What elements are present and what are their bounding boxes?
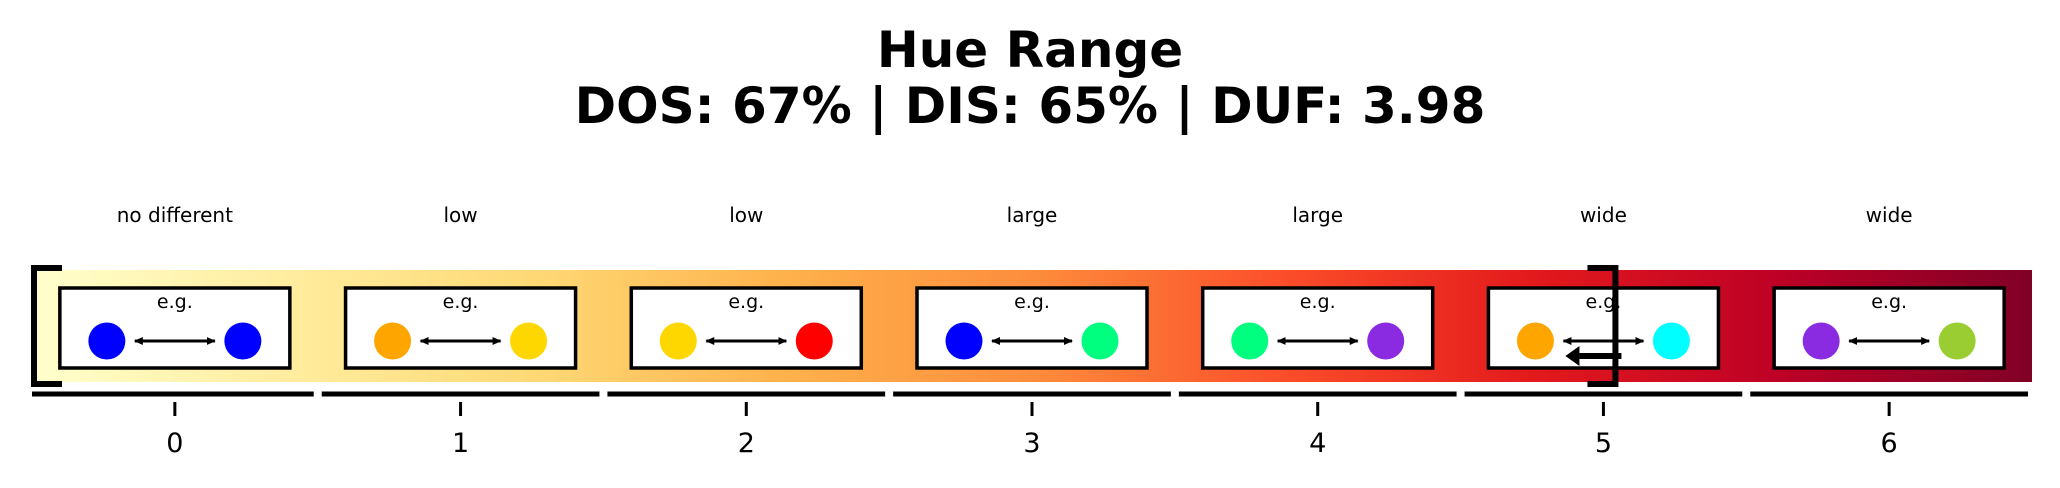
color-swatch-a bbox=[88, 322, 126, 360]
color-swatch-a bbox=[1231, 322, 1269, 360]
color-swatch-b bbox=[224, 322, 262, 360]
example-label: e.g. bbox=[157, 291, 193, 313]
level-label: large bbox=[1292, 203, 1343, 227]
color-swatch-a bbox=[945, 322, 983, 360]
example-label: e.g. bbox=[1871, 291, 1907, 313]
level-1: low e.g. 1 bbox=[321, 203, 600, 459]
example-label: e.g. bbox=[728, 291, 764, 313]
level-label: wide bbox=[1580, 203, 1627, 227]
level-2: low e.g. 2 bbox=[607, 203, 886, 459]
level-label: large bbox=[1007, 203, 1058, 227]
tick-label: 0 bbox=[166, 428, 183, 459]
tick-label: 2 bbox=[738, 428, 755, 459]
tick-label: 4 bbox=[1309, 428, 1326, 459]
level-0: no different e.g. 0 bbox=[32, 203, 314, 459]
range-bracket-right bbox=[1587, 265, 1619, 387]
example-label: e.g. bbox=[443, 291, 479, 313]
color-swatch-b bbox=[1081, 322, 1119, 360]
example-label: e.g. bbox=[1014, 291, 1050, 313]
color-swatch-a bbox=[1516, 322, 1554, 360]
color-swatch-a bbox=[659, 322, 697, 360]
color-swatch-b bbox=[1367, 322, 1405, 360]
level-label: wide bbox=[1866, 203, 1913, 227]
range-bracket-left bbox=[31, 265, 62, 387]
tick-label: 3 bbox=[1023, 428, 1040, 459]
level-4: large e.g. 4 bbox=[1178, 203, 1457, 459]
color-swatch-b bbox=[1938, 322, 1976, 360]
color-swatch-a bbox=[374, 322, 412, 360]
left-arrow-icon bbox=[1565, 346, 1580, 366]
chart-title: Hue Range bbox=[876, 21, 1184, 79]
chart-subtitle: DOS: 67% | DIS: 65% | DUF: 3.98 bbox=[574, 77, 1486, 135]
color-swatch-b bbox=[510, 322, 548, 360]
level-5: wide e.g. 5 bbox=[1464, 203, 1743, 459]
tick-label: 5 bbox=[1595, 428, 1612, 459]
level-label: low bbox=[729, 203, 763, 227]
example-label: e.g. bbox=[1586, 291, 1622, 313]
level-label: no different bbox=[117, 203, 233, 227]
tick-label: 1 bbox=[452, 428, 469, 459]
color-swatch-a bbox=[1802, 322, 1840, 360]
color-swatch-b bbox=[795, 322, 833, 360]
example-label: e.g. bbox=[1300, 291, 1336, 313]
level-label: low bbox=[443, 203, 477, 227]
color-swatch-b bbox=[1652, 322, 1690, 360]
level-6: wide e.g. 6 bbox=[1750, 203, 2028, 459]
tick-label: 6 bbox=[1881, 428, 1898, 459]
level-3: large e.g. 3 bbox=[893, 203, 1171, 459]
